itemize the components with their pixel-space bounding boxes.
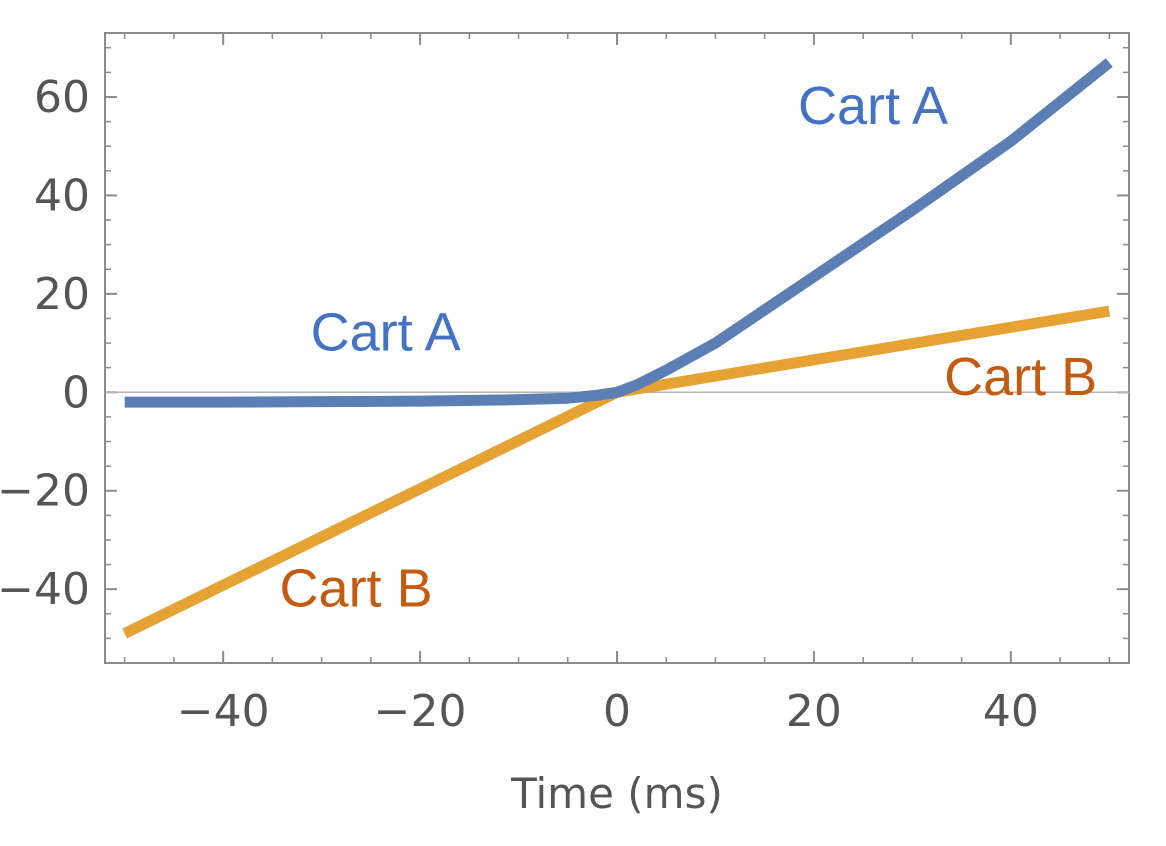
x-tick-label: −20 bbox=[374, 686, 467, 737]
x-tick-labels: −40 −20 0 20 40 bbox=[177, 686, 1039, 737]
annotations: Cart A Cart A Cart B Cart B bbox=[280, 76, 1098, 618]
y-tick-labels: −40 −20 0 20 40 60 bbox=[0, 72, 90, 615]
y-tick-label: −20 bbox=[0, 466, 90, 517]
y-tick-label: 0 bbox=[62, 367, 90, 418]
series-line-cart-a bbox=[124, 58, 1113, 408]
series-annotation: Cart A bbox=[798, 76, 948, 136]
series-annotation: Cart B bbox=[944, 347, 1097, 407]
series-annotation: Cart B bbox=[280, 558, 433, 618]
x-tick-label: 20 bbox=[786, 686, 842, 737]
y-tick-label: 40 bbox=[34, 170, 90, 221]
x-tick-label: 40 bbox=[983, 686, 1039, 737]
x-tick-label: 0 bbox=[603, 686, 631, 737]
x-axis-title: Time (ms) bbox=[510, 769, 723, 818]
y-tick-label: −40 bbox=[0, 564, 90, 615]
major-ticks bbox=[105, 33, 1129, 663]
y-tick-label: 60 bbox=[34, 72, 90, 123]
series-layer bbox=[122, 58, 1113, 639]
y-tick-label: 20 bbox=[34, 269, 90, 320]
series-annotation: Cart A bbox=[311, 302, 461, 362]
x-tick-label: −40 bbox=[177, 686, 270, 737]
